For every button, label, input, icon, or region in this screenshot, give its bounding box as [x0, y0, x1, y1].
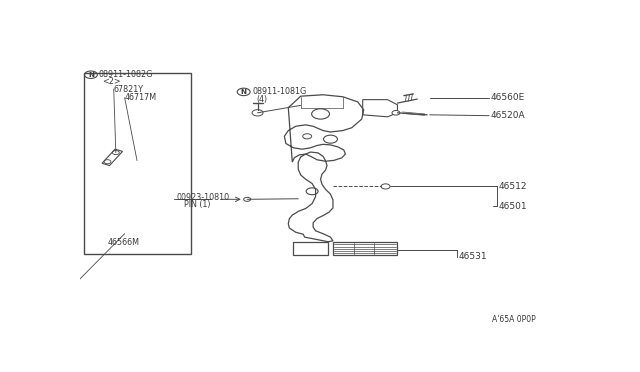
Text: 46512: 46512 — [498, 182, 527, 191]
Text: 46560E: 46560E — [491, 93, 525, 102]
Text: N: N — [241, 89, 246, 95]
Text: 46566M: 46566M — [108, 238, 140, 247]
Text: <2>: <2> — [102, 77, 121, 86]
Text: A'65A 0P0P: A'65A 0P0P — [492, 315, 536, 324]
Text: 08911-1082G: 08911-1082G — [99, 70, 153, 79]
Text: 46520A: 46520A — [491, 111, 525, 120]
Text: 08911-1081G: 08911-1081G — [252, 87, 307, 96]
Text: 46501: 46501 — [498, 202, 527, 211]
Text: 46531: 46531 — [458, 252, 487, 261]
Text: (4): (4) — [256, 94, 268, 103]
Text: N: N — [88, 72, 94, 78]
Text: 00923-10810: 00923-10810 — [177, 193, 230, 202]
Text: 67821Y: 67821Y — [114, 84, 144, 93]
Text: PIN (1): PIN (1) — [184, 200, 211, 209]
Text: 46717M: 46717M — [125, 93, 157, 102]
Circle shape — [392, 110, 400, 115]
